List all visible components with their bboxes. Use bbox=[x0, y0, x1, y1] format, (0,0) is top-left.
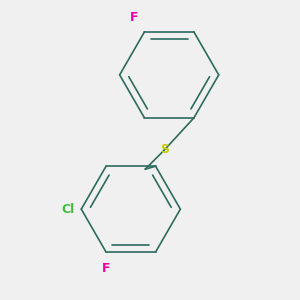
Text: S: S bbox=[160, 143, 169, 157]
Text: Cl: Cl bbox=[61, 202, 75, 216]
Text: F: F bbox=[130, 11, 138, 24]
Text: F: F bbox=[102, 262, 110, 275]
